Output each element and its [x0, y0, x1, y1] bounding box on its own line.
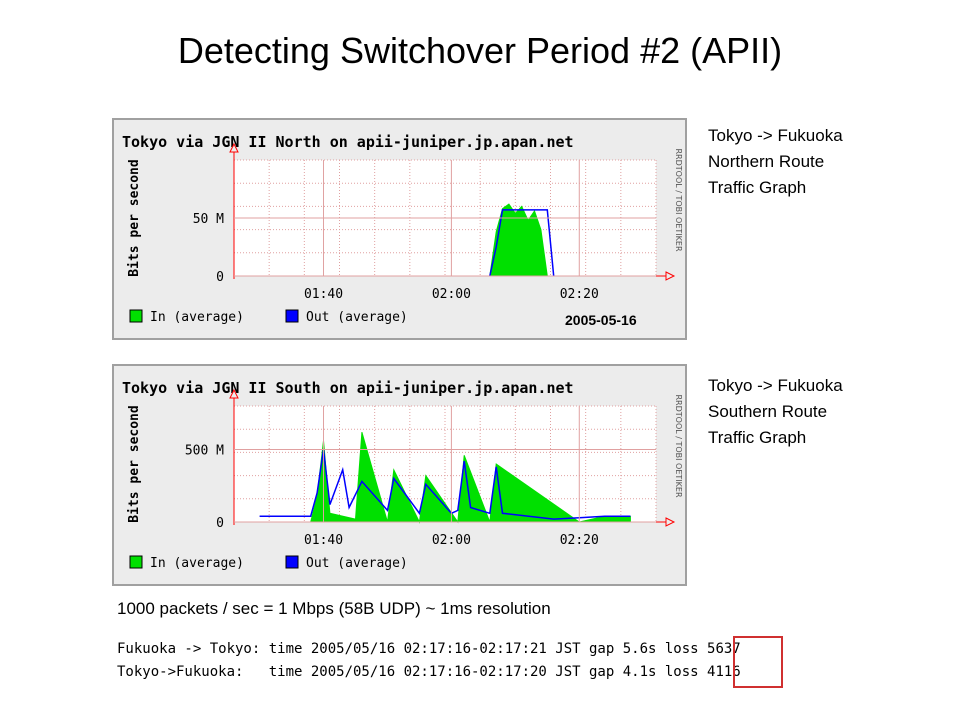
legend-swatch [129, 555, 143, 569]
chart-title: Tokyo via JGN II South on apii-juniper.j… [122, 379, 574, 397]
south-route-graph: Tokyo via JGN II South on apii-juniper.j… [112, 364, 687, 586]
caption-line: Northern Route [708, 152, 825, 171]
legend-swatch [129, 309, 143, 323]
x-tick-label: 01:40 [304, 287, 343, 302]
x-axis-arrow [665, 271, 676, 281]
slide-title: Detecting Switchover Period #2 (APII) [177, 30, 783, 71]
legend-label: Out (average) [306, 556, 408, 571]
series-out-line [259, 449, 631, 520]
caption-line: Traffic Graph [708, 428, 807, 447]
legend-label: In (average) [150, 556, 244, 571]
gap-highlight-box [733, 636, 783, 688]
side-label: RRDTOOL / TOBI OETIKER [674, 148, 683, 251]
caption-line: Southern Route [708, 402, 828, 421]
y-axis-arrow [229, 142, 239, 153]
log-line-fukuoka-tokyo: Fukuoka -> Tokyo: time 2005/05/16 02:17:… [117, 641, 741, 657]
legend-label: Out (average) [306, 310, 408, 325]
x-tick-label: 02:00 [432, 287, 471, 302]
x-tick-label: 02:20 [560, 533, 599, 548]
y-tick-label: 50 M [193, 212, 224, 227]
x-tick-label: 02:00 [432, 533, 471, 548]
caption-line: Traffic Graph [708, 178, 807, 197]
north-caption: Tokyo -> Fukuoka Northern Route Traffic … [708, 123, 843, 201]
date-label: 2005-05-16 [565, 312, 637, 328]
x-tick-label: 02:20 [560, 287, 599, 302]
caption-line: Tokyo -> Fukuoka [708, 126, 843, 145]
north-route-chart: Tokyo via JGN II North on apii-juniper.j… [122, 133, 683, 325]
legend-swatch [285, 555, 299, 569]
north-route-graph: Tokyo via JGN II North on apii-juniper.j… [112, 118, 687, 340]
y-axis-label: Bits per second [127, 159, 142, 276]
y-axis-label: Bits per second [127, 405, 142, 522]
chart-title: Tokyo via JGN II North on apii-juniper.j… [122, 133, 574, 151]
y-tick-label: 500 M [185, 444, 224, 459]
series-out-line [489, 209, 555, 277]
legend-label: In (average) [150, 310, 244, 325]
y-axis-arrow [229, 388, 239, 399]
y-tick-label: 0 [216, 516, 224, 531]
resolution-note: 1000 packets / sec = 1 Mbps (58B UDP) ~ … [117, 599, 551, 618]
y-tick-label: 0 [216, 270, 224, 285]
legend-swatch [285, 309, 299, 323]
x-tick-label: 01:40 [304, 533, 343, 548]
caption-line: Tokyo -> Fukuoka [708, 376, 843, 395]
south-caption: Tokyo -> Fukuoka Southern Route Traffic … [708, 373, 843, 451]
x-axis-arrow [665, 517, 676, 527]
side-label: RRDTOOL / TOBI OETIKER [674, 394, 683, 497]
south-route-chart: Tokyo via JGN II South on apii-juniper.j… [122, 379, 683, 571]
log-line-tokyo-fukuoka: Tokyo->Fukuoka: time 2005/05/16 02:17:16… [117, 664, 741, 680]
